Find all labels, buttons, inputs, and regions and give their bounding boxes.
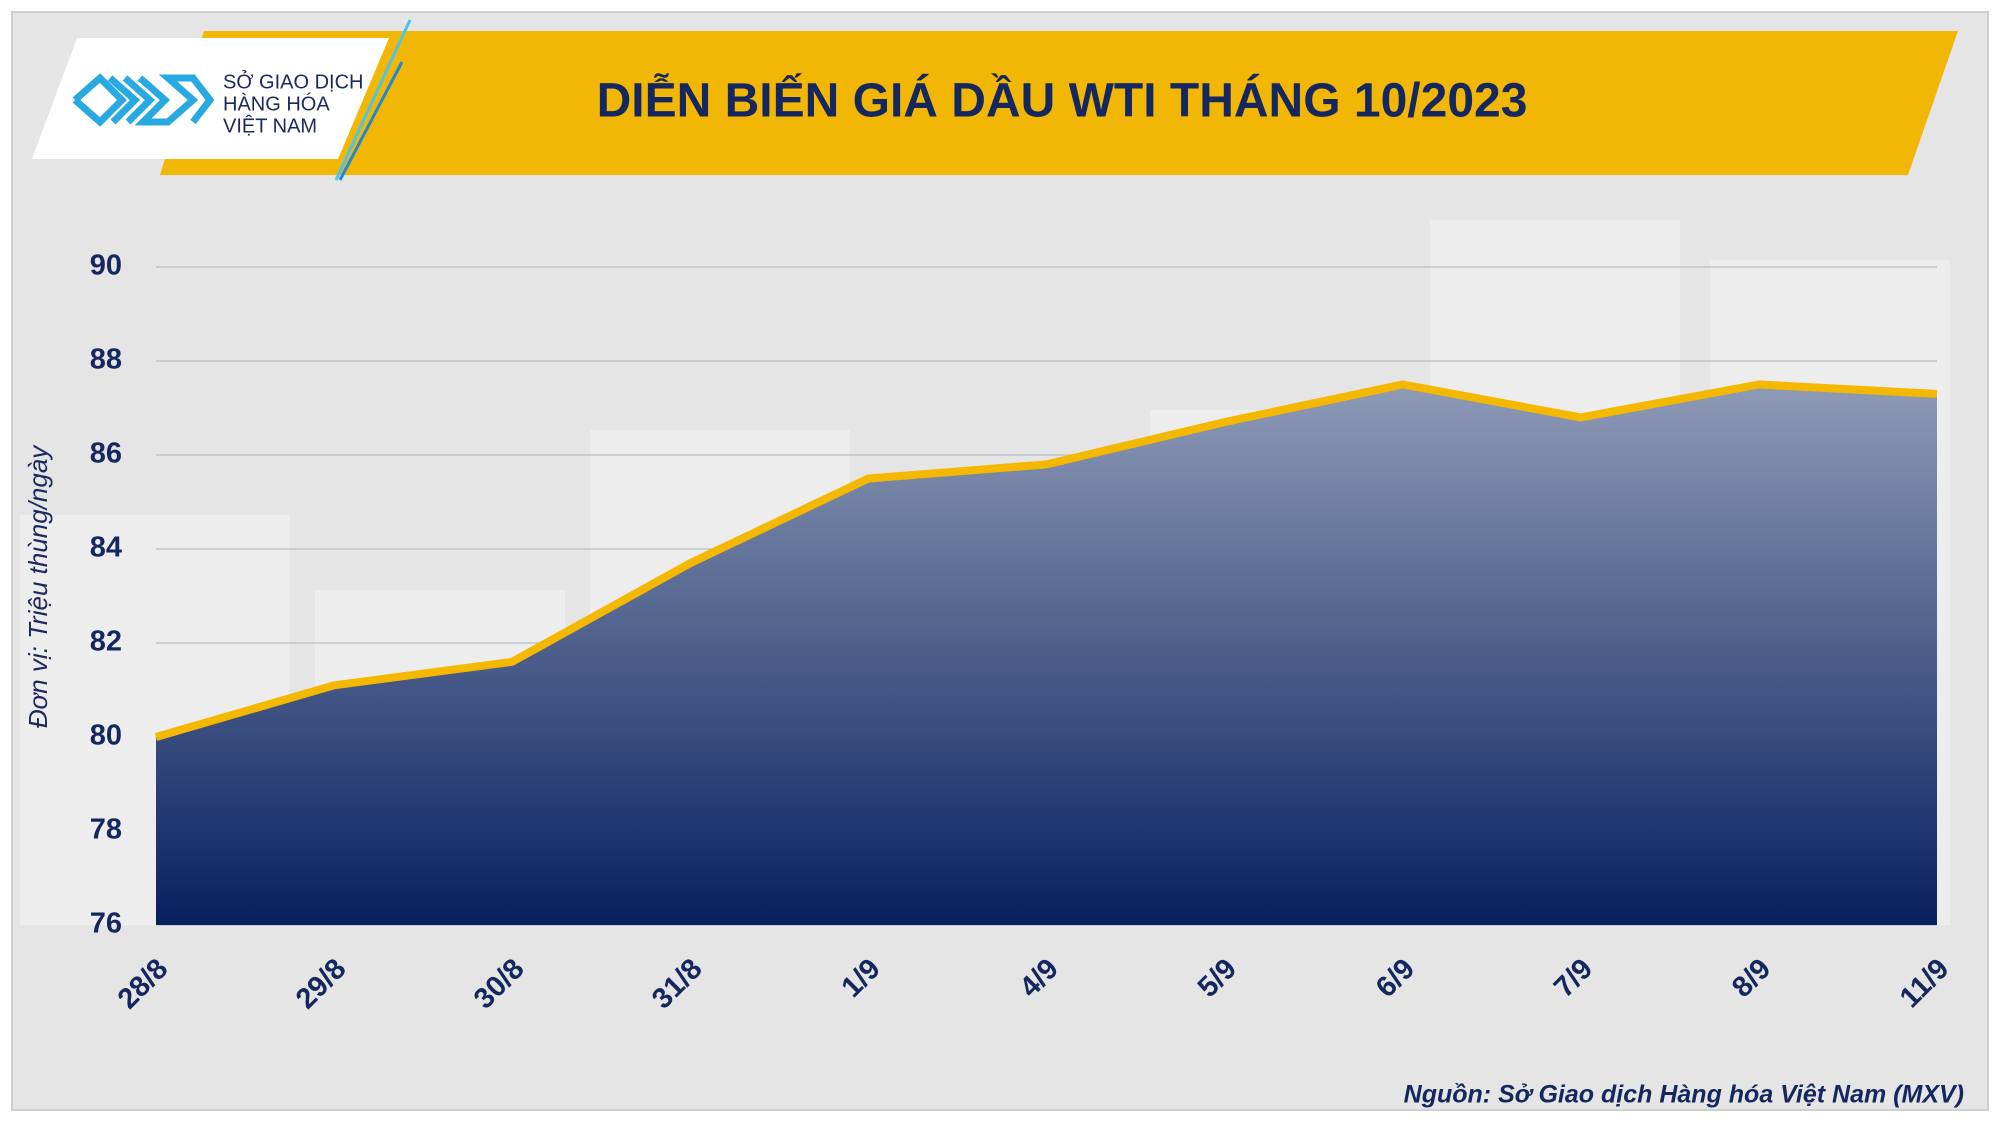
logo-text: HÀNG HÓA xyxy=(223,92,330,115)
logo-text: VIỆT NAM xyxy=(223,114,317,137)
y-tick-label: 80 xyxy=(90,720,122,752)
source-note: Nguồn: Sở Giao dịch Hàng hóa Việt Nam (M… xyxy=(1404,1081,1964,1109)
y-tick-label: 76 xyxy=(90,908,122,940)
logo-stripe xyxy=(338,61,404,181)
y-tick-label: 88 xyxy=(90,344,122,376)
logo-text: SỞ GIAO DỊCH xyxy=(223,69,364,93)
chart-title: DIỄN BIẾN GIÁ DẦU WTI THÁNG 10/2023 xyxy=(597,74,1528,128)
logo-icon xyxy=(72,73,215,127)
y-tick-label: 82 xyxy=(90,626,122,658)
y-tick-label: 90 xyxy=(90,250,122,282)
title-banner xyxy=(160,31,1958,175)
price-line xyxy=(154,380,1938,741)
y-axis-label: Đơn vị: Triệu thùng/ngày xyxy=(23,444,53,729)
y-tick-label: 78 xyxy=(90,814,122,846)
y-tick-label: 86 xyxy=(90,438,122,470)
logo-stripe xyxy=(334,19,412,181)
y-tick-label: 84 xyxy=(90,532,122,564)
area-fill xyxy=(156,384,1937,925)
